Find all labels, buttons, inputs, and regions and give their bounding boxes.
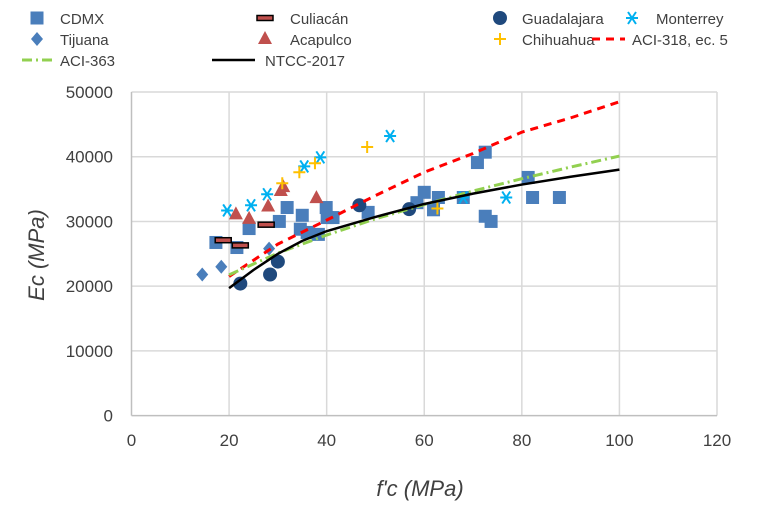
legend-item: Culiacán — [256, 11, 348, 28]
data-point — [228, 206, 243, 220]
legend-label: Monterrey — [656, 11, 724, 28]
data-point — [526, 190, 540, 204]
x-tick-label: 120 — [703, 431, 731, 450]
data-point — [470, 156, 484, 170]
data-point — [261, 187, 274, 201]
legend-marker — [31, 32, 43, 46]
data-point — [484, 214, 498, 228]
series-monterrey — [221, 129, 513, 217]
legend-item: Tijuana — [31, 32, 109, 49]
y-tick-label: 40000 — [66, 148, 113, 167]
series-guadalajara — [233, 198, 417, 291]
x-axis-title: f'c (MPa) — [376, 476, 463, 501]
data-point — [552, 190, 566, 204]
data-point — [280, 201, 294, 215]
data-point — [417, 185, 431, 199]
data-point — [319, 201, 333, 215]
x-tick-label: 80 — [512, 431, 531, 450]
data-point — [270, 254, 285, 269]
y-tick-label: 20000 — [66, 277, 113, 296]
x-tick-label: 100 — [605, 431, 633, 450]
data-point — [257, 221, 275, 228]
legend-label: Acapulco — [290, 32, 352, 49]
series-culiac-n — [214, 221, 275, 249]
legend-item: CDMX — [30, 11, 104, 28]
legend-label: ACI-318, ec. 5 — [632, 32, 728, 49]
y-tick-label: 50000 — [66, 83, 113, 102]
data-point — [245, 198, 258, 212]
data-point — [314, 150, 327, 164]
legend-marker — [258, 31, 272, 44]
legend-marker — [494, 33, 506, 45]
data-point — [308, 157, 321, 170]
y-tick-label: 0 — [104, 407, 113, 426]
x-tick-label: 40 — [317, 431, 336, 450]
legend-item: Acapulco — [258, 31, 352, 49]
series-aci-318-ec-5 — [228, 100, 620, 278]
data-point — [215, 259, 228, 274]
x-tick-label: 60 — [415, 431, 434, 450]
data-point — [293, 166, 306, 179]
y-tick-label: 10000 — [66, 342, 113, 361]
legend-label: Chihuahua — [522, 32, 595, 49]
data-point — [500, 190, 513, 205]
data-point — [384, 129, 397, 143]
data-point — [361, 141, 374, 154]
data-point — [242, 222, 256, 236]
legend-item: ACI-363 — [22, 53, 115, 70]
x-tick-label: 20 — [220, 431, 239, 450]
legend-item: ACI-318, ec. 5 — [592, 32, 728, 49]
legend-marker — [30, 11, 44, 25]
curve-line — [228, 100, 620, 278]
data-point — [309, 190, 324, 204]
legend-marker — [493, 11, 507, 25]
data-point — [295, 208, 309, 222]
data-point — [233, 276, 248, 291]
data-point — [231, 242, 250, 249]
legend-label: CDMX — [60, 11, 104, 28]
x-tick-label: 0 — [127, 431, 136, 450]
data-point — [276, 177, 289, 190]
data-point — [263, 267, 278, 282]
data-point — [272, 214, 286, 228]
series-chihuahua — [276, 141, 444, 215]
legend-marker — [256, 14, 274, 22]
data-point — [352, 198, 367, 213]
legend: CDMX Culiacán Guadalajara Monterrey Tijuana A… — [22, 11, 728, 70]
y-tick-label: 30000 — [66, 212, 113, 231]
legend-label: ACI-363 — [60, 53, 115, 70]
y-axis-title: Ec (MPa) — [24, 209, 49, 301]
legend-item: NTCC-2017 — [212, 53, 345, 70]
legend-label: Tijuana — [60, 32, 109, 49]
data-point — [300, 225, 314, 239]
legend-item: Guadalajara — [493, 11, 604, 28]
legend-label: Culiacán — [290, 11, 348, 28]
series-ntcc-2017 — [228, 168, 620, 290]
data-point — [431, 202, 444, 215]
data-point — [196, 267, 209, 282]
data-point — [261, 198, 276, 212]
legend-item: Monterrey — [626, 11, 724, 28]
legend-item: Chihuahua — [494, 32, 595, 49]
data-point — [242, 210, 257, 224]
data-point — [214, 236, 232, 244]
curve-line — [228, 168, 620, 290]
series-acapulco — [228, 179, 324, 224]
data-point — [221, 203, 234, 217]
legend-label: Guadalajara — [522, 11, 604, 28]
legend-marker — [626, 11, 638, 25]
legend-label: NTCC-2017 — [265, 53, 345, 70]
